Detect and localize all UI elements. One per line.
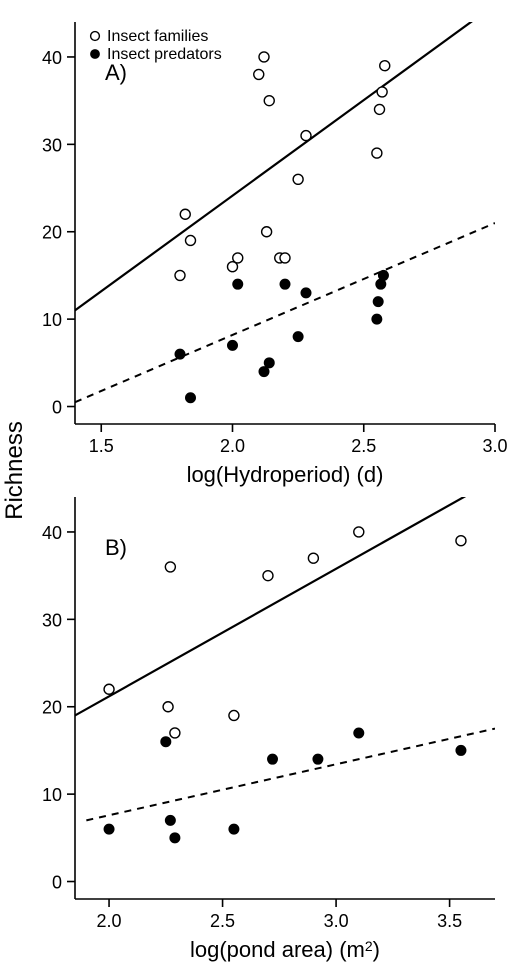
y-tick-label: 30	[42, 610, 62, 630]
x-tick-label: 1.5	[89, 436, 114, 456]
y-tick-label: 0	[52, 398, 62, 418]
data-point	[170, 833, 180, 843]
data-point	[165, 562, 175, 572]
filled-circle-icon	[91, 50, 100, 59]
x-axis-label: log(Hydroperiod) (d)	[187, 462, 384, 487]
data-point	[377, 87, 387, 97]
data-point	[163, 702, 173, 712]
y-tick-label: 30	[42, 135, 62, 155]
shared-ylabel: Richness	[1, 421, 28, 520]
data-point	[161, 737, 171, 747]
data-point	[375, 104, 385, 114]
legend-label: Insect families	[107, 28, 208, 45]
open-circle-icon	[91, 32, 100, 41]
x-tick-label: 3.0	[324, 911, 349, 931]
data-point	[180, 209, 190, 219]
data-point	[293, 174, 303, 184]
data-point	[262, 227, 272, 237]
data-point	[186, 235, 196, 245]
x-tick-label: 2.0	[97, 911, 122, 931]
y-tick-label: 20	[42, 698, 62, 718]
y-tick-label: 0	[52, 873, 62, 893]
data-point	[308, 553, 318, 563]
panel-label: A)	[105, 60, 127, 85]
y-tick-label: 40	[42, 48, 62, 68]
data-point	[228, 340, 238, 350]
data-point	[372, 314, 382, 324]
data-point	[354, 728, 364, 738]
data-point	[170, 728, 180, 738]
data-point	[186, 393, 196, 403]
data-point	[175, 349, 185, 359]
x-tick-label: 2.0	[220, 436, 245, 456]
data-point	[373, 297, 383, 307]
data-point	[229, 824, 239, 834]
x-tick-label: 3.0	[482, 436, 507, 456]
y-tick-label: 10	[42, 785, 62, 805]
data-point	[259, 52, 269, 62]
x-axis-label: log(pond area) (m2)	[190, 937, 380, 962]
data-point	[259, 367, 269, 377]
data-point	[268, 754, 278, 764]
data-point	[280, 253, 290, 263]
data-point	[456, 536, 466, 546]
data-point	[165, 815, 175, 825]
figure-container: Richness Insect familiesInsect predators 1…	[0, 0, 510, 975]
data-point	[104, 684, 114, 694]
data-point	[263, 571, 273, 581]
data-point	[104, 824, 114, 834]
y-tick-label: 40	[42, 523, 62, 543]
data-point	[264, 96, 274, 106]
data-point	[254, 69, 264, 79]
data-point	[354, 527, 364, 537]
legend: Insect familiesInsect predators	[91, 28, 222, 63]
data-point	[233, 253, 243, 263]
data-point	[456, 745, 466, 755]
data-point	[175, 270, 185, 280]
y-tick-label: 10	[42, 310, 62, 330]
data-point	[293, 332, 303, 342]
data-point	[264, 358, 274, 368]
y-tick-label: 20	[42, 223, 62, 243]
x-tick-label: 3.5	[437, 911, 462, 931]
data-point	[301, 131, 311, 141]
x-tick-label: 2.5	[351, 436, 376, 456]
data-point	[378, 270, 388, 280]
panel-label: B)	[105, 535, 127, 560]
data-point	[372, 148, 382, 158]
data-point	[301, 288, 311, 298]
data-point	[380, 61, 390, 71]
x-tick-label: 2.5	[210, 911, 235, 931]
data-point	[229, 710, 239, 720]
data-point	[233, 279, 243, 289]
data-point	[313, 754, 323, 764]
data-point	[280, 279, 290, 289]
